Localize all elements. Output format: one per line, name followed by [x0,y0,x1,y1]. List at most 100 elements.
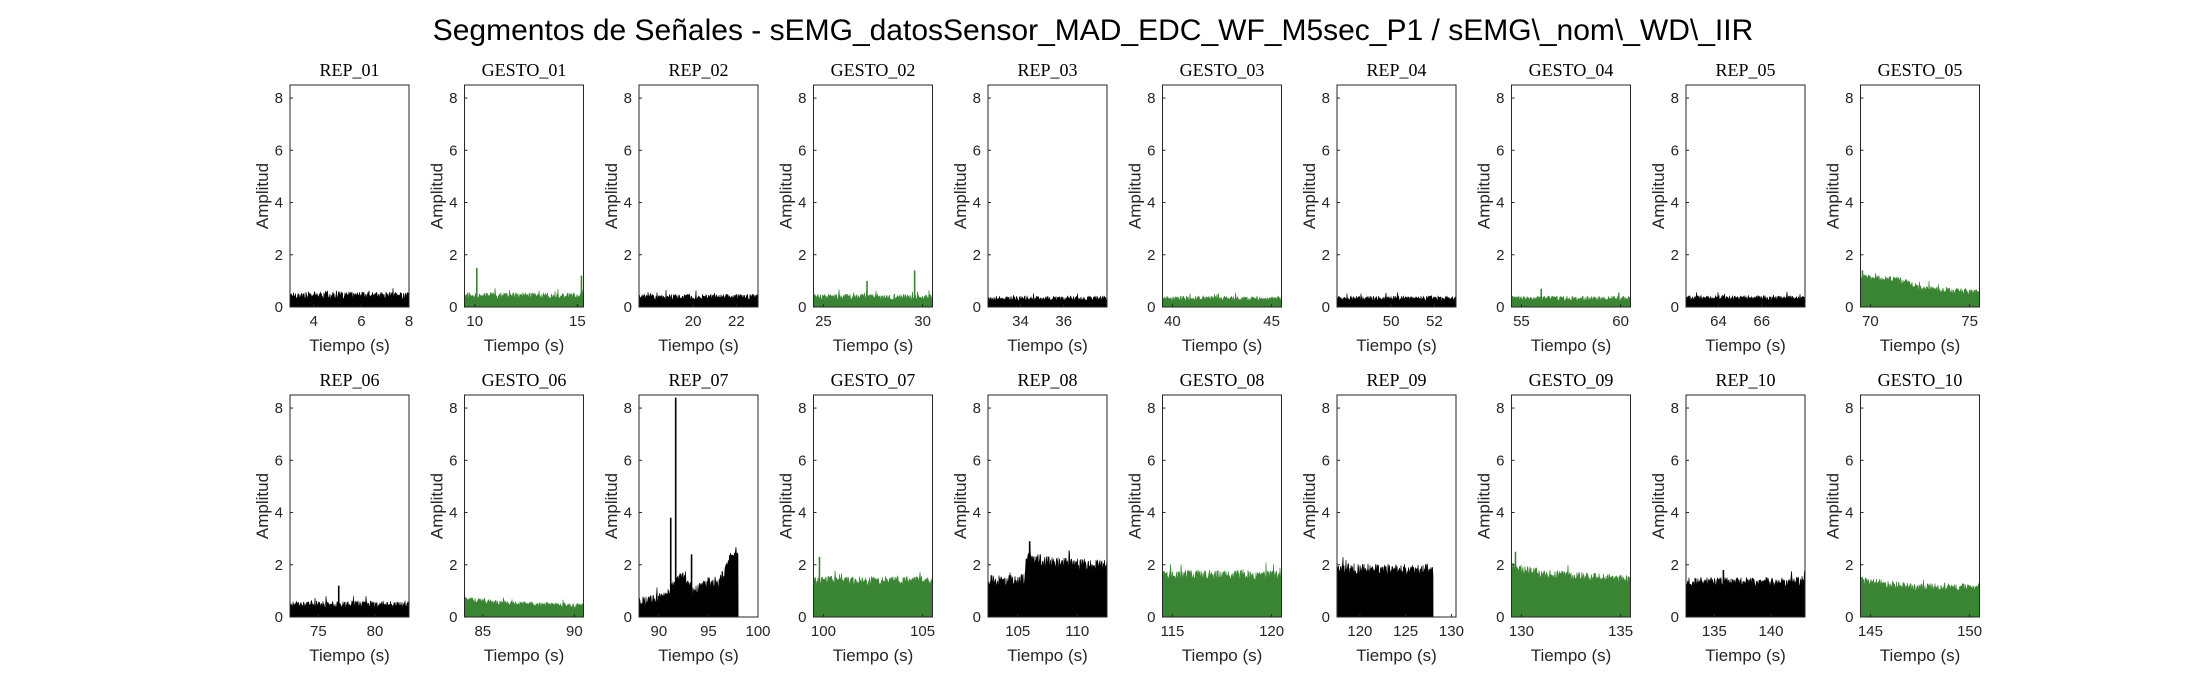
x-axis-label: Tiempo (s) [1531,336,1612,355]
y-axis-label: Amplitud [777,473,796,539]
subplot: 0 2 4 6 8 90 95 100 REP_07 Tiempo (s) Amplitud [602,370,771,665]
axes-box [289,84,410,308]
y-tick-label: 0 [1845,609,1853,626]
y-axis-label: Amplitud [1649,163,1668,229]
y-tick-label: 2 [973,247,981,264]
x-tick-label: 125 [1393,623,1418,640]
x-tick-label: 120 [1259,623,1284,640]
y-tick-label: 6 [798,142,806,159]
y-tick-label: 8 [1322,90,1330,107]
x-tick-label: 85 [474,623,491,640]
y-tick-label: 6 [1671,452,1679,469]
subplot: 0 2 4 6 8 4 6 8 REP_01 Tiempo (s) Amplitud [253,60,413,355]
x-tick-label: 34 [1012,313,1029,330]
subplot: 0 2 4 6 8 105 110 REP_08 Tiempo (s) Amplitud [951,370,1108,665]
y-tick-label: 4 [624,505,632,522]
x-tick-label: 90 [566,623,583,640]
axes-box [1162,394,1282,618]
subplot-title: REP_08 [1017,370,1077,390]
x-axis-label: Tiempo (s) [484,646,565,665]
y-tick-label: 6 [449,452,457,469]
signal-series [987,545,1108,618]
y-tick-label: 0 [1671,299,1679,316]
subplot: 0 2 4 6 8 10 15 GESTO_01 Tiempo (s) Amplitud [428,60,586,355]
y-tick-label: 8 [275,400,283,417]
subplot-title: REP_09 [1366,370,1426,390]
y-axis-label: Amplitud [1300,163,1319,229]
y-tick-label: 2 [1845,247,1853,264]
x-axis-label: Tiempo (s) [1356,336,1437,355]
x-axis-label: Tiempo (s) [658,336,739,355]
axes-box [1511,394,1631,618]
axes-box [1336,394,1457,618]
signal-series [638,547,739,618]
y-axis-label: Amplitud [1824,163,1843,229]
y-tick-label: 4 [275,195,283,212]
y-tick-label: 8 [973,400,981,417]
y-tick-label: 2 [275,247,283,264]
axes-box [1162,84,1282,308]
y-tick-label: 2 [1322,557,1330,574]
axes-box [813,84,933,308]
subplot-title: REP_02 [668,60,728,80]
signal-series [987,293,1108,308]
x-tick-label: 22 [728,313,745,330]
subplot: 0 2 4 6 8 145 150 GESTO_10 Tiempo (s) Amplitud [1824,370,1983,665]
y-tick-label: 8 [798,90,806,107]
subplot-title: REP_03 [1017,60,1077,80]
subplot-title: GESTO_08 [1180,370,1265,390]
axes-box [464,394,584,618]
y-tick-label: 0 [1496,609,1504,626]
y-tick-label: 0 [1147,609,1155,626]
subplot: 0 2 4 6 8 130 135 GESTO_09 Tiempo (s) Amplitud [1475,370,1634,665]
y-tick-label: 8 [449,400,457,417]
signal-series [1336,292,1457,308]
y-tick-label: 6 [275,452,283,469]
x-axis-label: Tiempo (s) [833,646,914,665]
signal-series [1685,570,1806,618]
x-axis-label: Tiempo (s) [1705,646,1786,665]
subplot-title: GESTO_10 [1878,370,1963,390]
y-tick-label: 6 [1496,452,1504,469]
y-axis-label: Amplitud [1475,473,1494,539]
signal-series [289,288,410,308]
y-tick-label: 0 [1671,609,1679,626]
x-tick-label: 25 [815,313,832,330]
subplot-title: REP_05 [1715,60,1775,80]
y-tick-label: 0 [275,299,283,316]
x-tick-label: 135 [1702,623,1727,640]
subplot-title: REP_10 [1715,370,1775,390]
y-tick-label: 0 [624,609,632,626]
y-tick-label: 4 [1147,505,1155,522]
x-axis-label: Tiempo (s) [1007,646,1088,665]
y-axis-label: Amplitud [1824,473,1843,539]
axes-box [813,394,933,618]
x-tick-label: 100 [745,623,770,640]
x-tick-label: 145 [1858,623,1883,640]
y-tick-label: 4 [1671,505,1679,522]
y-tick-label: 0 [1496,299,1504,316]
y-tick-label: 2 [1496,557,1504,574]
x-tick-label: 4 [310,313,318,330]
y-tick-label: 6 [1322,452,1330,469]
y-tick-label: 0 [1322,609,1330,626]
y-tick-label: 6 [973,142,981,159]
y-tick-label: 0 [449,609,457,626]
y-axis-label: Amplitud [951,473,970,539]
signal-series [289,596,410,618]
x-tick-label: 64 [1710,313,1727,330]
x-axis-label: Tiempo (s) [1705,336,1786,355]
signal-series [638,289,759,308]
y-tick-label: 4 [1496,505,1504,522]
y-tick-label: 6 [1322,142,1330,159]
x-tick-label: 20 [685,313,702,330]
y-tick-label: 6 [1845,142,1853,159]
subplot-title: REP_07 [668,370,728,390]
x-tick-label: 52 [1426,313,1443,330]
signal-series [1511,562,1631,618]
x-tick-label: 15 [569,313,586,330]
axes-box [464,84,584,308]
x-tick-label: 75 [310,623,327,640]
signal-series [1511,291,1631,308]
x-tick-label: 135 [1608,623,1633,640]
